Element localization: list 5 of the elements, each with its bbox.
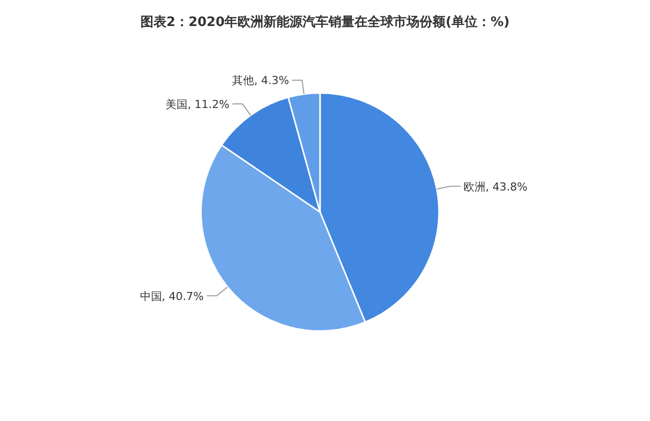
slice-label: 美国, 11.2%: [166, 98, 230, 111]
slice-label: 中国, 40.7%: [140, 290, 204, 303]
chart-title: 图表2：2020年欧洲新能源汽车销量在全球市场份额(单位：%): [140, 14, 510, 30]
slice-label: 其他, 4.3%: [232, 74, 290, 88]
slice-label: 欧洲, 43.8%: [463, 180, 528, 194]
